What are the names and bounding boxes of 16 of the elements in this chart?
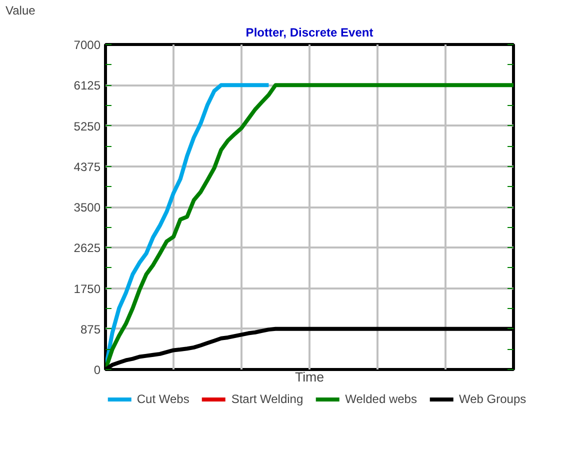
y-tick-label: 5250 <box>74 119 101 134</box>
y-axis-title: Value <box>6 4 36 18</box>
legend-label: Start Welding <box>231 392 304 406</box>
y-tick-label: 3500 <box>74 200 101 214</box>
legend-label: Web Groups <box>458 392 526 406</box>
y-tick-label: 7000 <box>74 38 101 52</box>
y-tick-label: 4375 <box>74 160 101 174</box>
y-tick-label: 2625 <box>74 241 101 256</box>
legend-label: Welded webs <box>345 392 417 406</box>
y-tick-label: 1750 <box>74 282 101 296</box>
chart-title: Plotter, Discrete Event <box>246 26 374 40</box>
x-axis-title: Time <box>294 370 324 384</box>
y-tick-label: 0 <box>94 363 101 377</box>
y-tick-label: 875 <box>80 322 101 336</box>
y-tick-label: 6125 <box>74 78 101 93</box>
legend-label: Cut Webs <box>136 392 190 406</box>
